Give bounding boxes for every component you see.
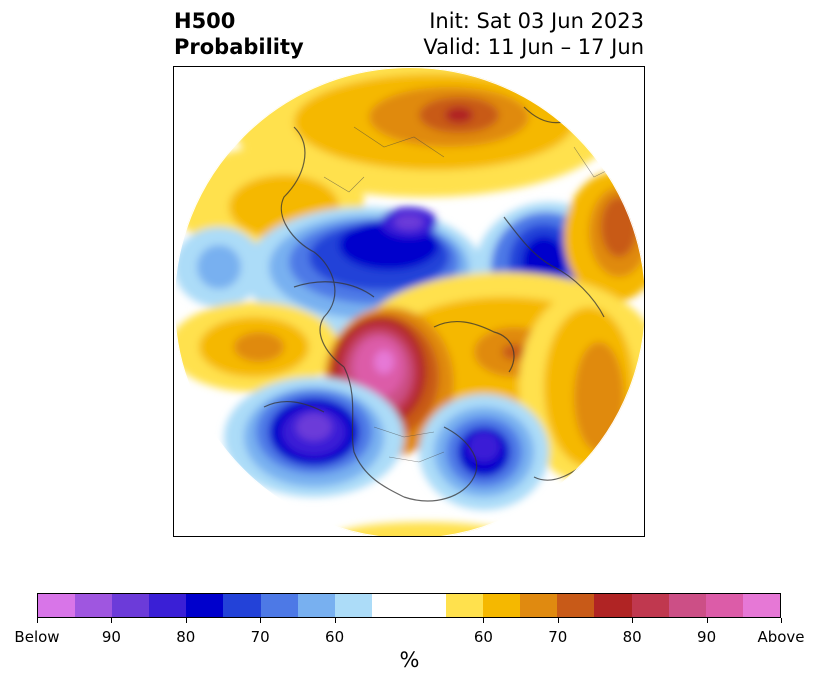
colorbar-bin [705, 594, 743, 617]
colorbar-bin [483, 594, 521, 617]
colorbar-bin [112, 594, 150, 617]
colorbar-bin [557, 594, 595, 617]
colorbar-tick [185, 618, 187, 623]
colorbar-bin [223, 594, 261, 617]
forecast-disk [174, 67, 644, 536]
colorbar-tick [37, 618, 38, 623]
colorbar-bin [594, 594, 632, 617]
colorbar-tick-label: 90 [697, 628, 717, 646]
probability-colorbar [37, 593, 781, 618]
colorbar-bin [408, 594, 447, 617]
colorbar-bin [446, 594, 484, 617]
forecast-dates: Init: Sat 03 Jun 2023 Valid: 11 Jun – 17… [423, 8, 644, 60]
valid-range-text: Valid: 11 Jun – 17 Jun [423, 35, 644, 59]
colorbar-tick-label: Below [14, 628, 60, 646]
colorbar-bin [297, 594, 335, 617]
colorbar-tick-label: 90 [101, 628, 121, 646]
colorbar-bin [149, 594, 187, 617]
colorbar-tick-label: 70 [250, 628, 270, 646]
colorbar-tick-label: 60 [325, 628, 345, 646]
colorbar-tick [334, 618, 336, 623]
colorbar-tick [781, 618, 782, 623]
colorbar-tick-label: 80 [622, 628, 642, 646]
map-svg [174, 67, 644, 536]
colorbar-bin [186, 594, 224, 617]
colorbar-bin [631, 594, 669, 617]
colorbar-bin [742, 594, 780, 617]
colorbar-tick [111, 618, 113, 623]
colorbar-bin [38, 594, 76, 617]
colorbar-bin [371, 594, 409, 617]
anomaly-above-southwest [174, 302, 339, 392]
colorbar-bin [668, 594, 706, 617]
colorbar-tick-label: 60 [473, 628, 493, 646]
colorbar-tick-label: Above [757, 628, 805, 646]
colorbar-tick [483, 618, 485, 623]
colorbar-unit-label: % [399, 648, 420, 672]
colorbar-bin [260, 594, 298, 617]
colorbar-tick [632, 618, 634, 623]
colorbar-tick-label: 70 [548, 628, 568, 646]
anomaly-below-west [174, 227, 264, 307]
colorbar-bin [334, 594, 372, 617]
colorbar-ticks: Below 90 80 70 60 60 70 80 90 Above [14, 618, 805, 646]
disk-outline [174, 67, 644, 536]
product-title: H500 Probability [174, 8, 304, 60]
title-line-h500: H500 [174, 9, 236, 33]
colorbar-tick [260, 618, 262, 623]
colorbar-bin [520, 594, 558, 617]
colorbar-bin [75, 594, 113, 617]
anomaly-below-atlantic-east [419, 394, 549, 510]
title-line-probability: Probability [174, 35, 304, 59]
anomaly-below-pacific-nw [224, 377, 404, 497]
init-date-text: Init: Sat 03 Jun 2023 [429, 9, 644, 33]
colorbar-tick-label: 80 [176, 628, 196, 646]
colorbar-tick [557, 618, 559, 623]
probability-map [173, 66, 645, 537]
colorbar-tick [706, 618, 708, 623]
